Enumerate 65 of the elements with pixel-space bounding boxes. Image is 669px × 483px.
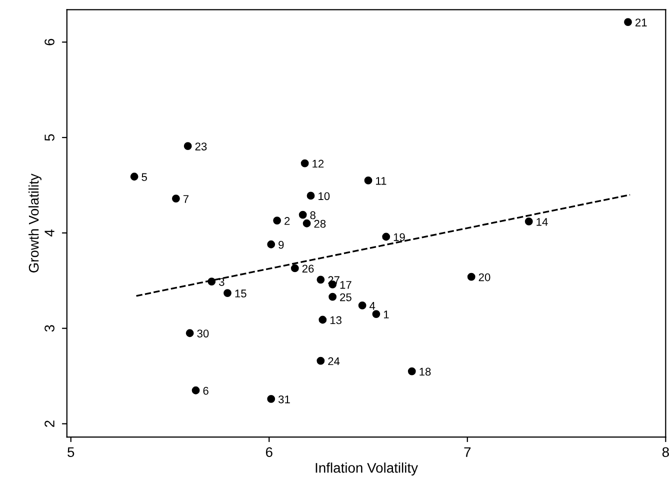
annotation: 19 <box>394 233 405 242</box>
point <box>224 289 232 297</box>
annotation: 5 <box>142 173 147 182</box>
annotation: 18 <box>420 368 431 376</box>
point <box>192 386 200 394</box>
y-tick-label: 4 <box>44 229 54 236</box>
annotation: 7 <box>183 195 189 203</box>
annotation: 31 <box>278 395 290 404</box>
point <box>267 395 276 403</box>
point <box>208 278 216 286</box>
point <box>306 192 315 200</box>
x-tick-label: 8 <box>662 447 669 458</box>
annotation: 26 <box>302 264 314 273</box>
annotation: 2 <box>284 217 290 225</box>
point <box>467 272 476 281</box>
point <box>316 356 325 365</box>
y-tick-label: 2 <box>44 420 54 427</box>
point <box>184 142 192 150</box>
point <box>358 301 366 310</box>
annotation: 13 <box>330 316 342 324</box>
annotation: 15 <box>235 290 246 298</box>
point <box>624 18 632 26</box>
annotation: 1 <box>384 310 389 318</box>
point <box>172 194 180 203</box>
annotation: 24 <box>328 357 340 366</box>
annotation: 21 <box>635 18 647 26</box>
x-tick-label: 7 <box>464 447 471 457</box>
x-tick-label: 6 <box>266 447 272 458</box>
y-axis-title: Growth Volatility <box>28 174 42 272</box>
annotation: 4 <box>370 302 376 310</box>
point <box>130 172 138 181</box>
point <box>298 210 307 219</box>
point <box>273 216 282 224</box>
annotation: 28 <box>314 220 326 228</box>
y-tick-label: 3 <box>44 325 54 332</box>
annotation: 17 <box>340 281 352 289</box>
annotation: 10 <box>318 192 330 200</box>
annotation: 11 <box>376 177 386 185</box>
point <box>186 329 194 338</box>
point <box>524 218 533 226</box>
point <box>316 276 325 284</box>
point <box>302 219 311 228</box>
annotation: 14 <box>536 218 548 226</box>
point <box>290 264 299 272</box>
annotation: 6 <box>203 386 208 395</box>
annotation: 12 <box>312 160 324 168</box>
annotation: 30 <box>197 330 209 338</box>
point <box>372 310 380 318</box>
y-tick-label: 6 <box>44 38 54 46</box>
x-tick-label: 5 <box>68 447 74 458</box>
point <box>408 367 416 376</box>
point <box>300 159 309 168</box>
annotation: 9 <box>278 240 284 249</box>
x-axis-title: Inflation Volatility <box>316 462 418 476</box>
annotation: 25 <box>340 293 352 302</box>
point <box>382 232 390 241</box>
point <box>267 240 276 248</box>
annotation: 20 <box>478 273 490 282</box>
annotation: 3 <box>219 278 224 286</box>
point <box>328 292 337 301</box>
point <box>318 316 327 324</box>
point <box>364 176 372 184</box>
y-tick-label: 5 <box>44 134 54 141</box>
annotation: 23 <box>195 142 207 150</box>
annotation: 8 <box>310 211 316 220</box>
